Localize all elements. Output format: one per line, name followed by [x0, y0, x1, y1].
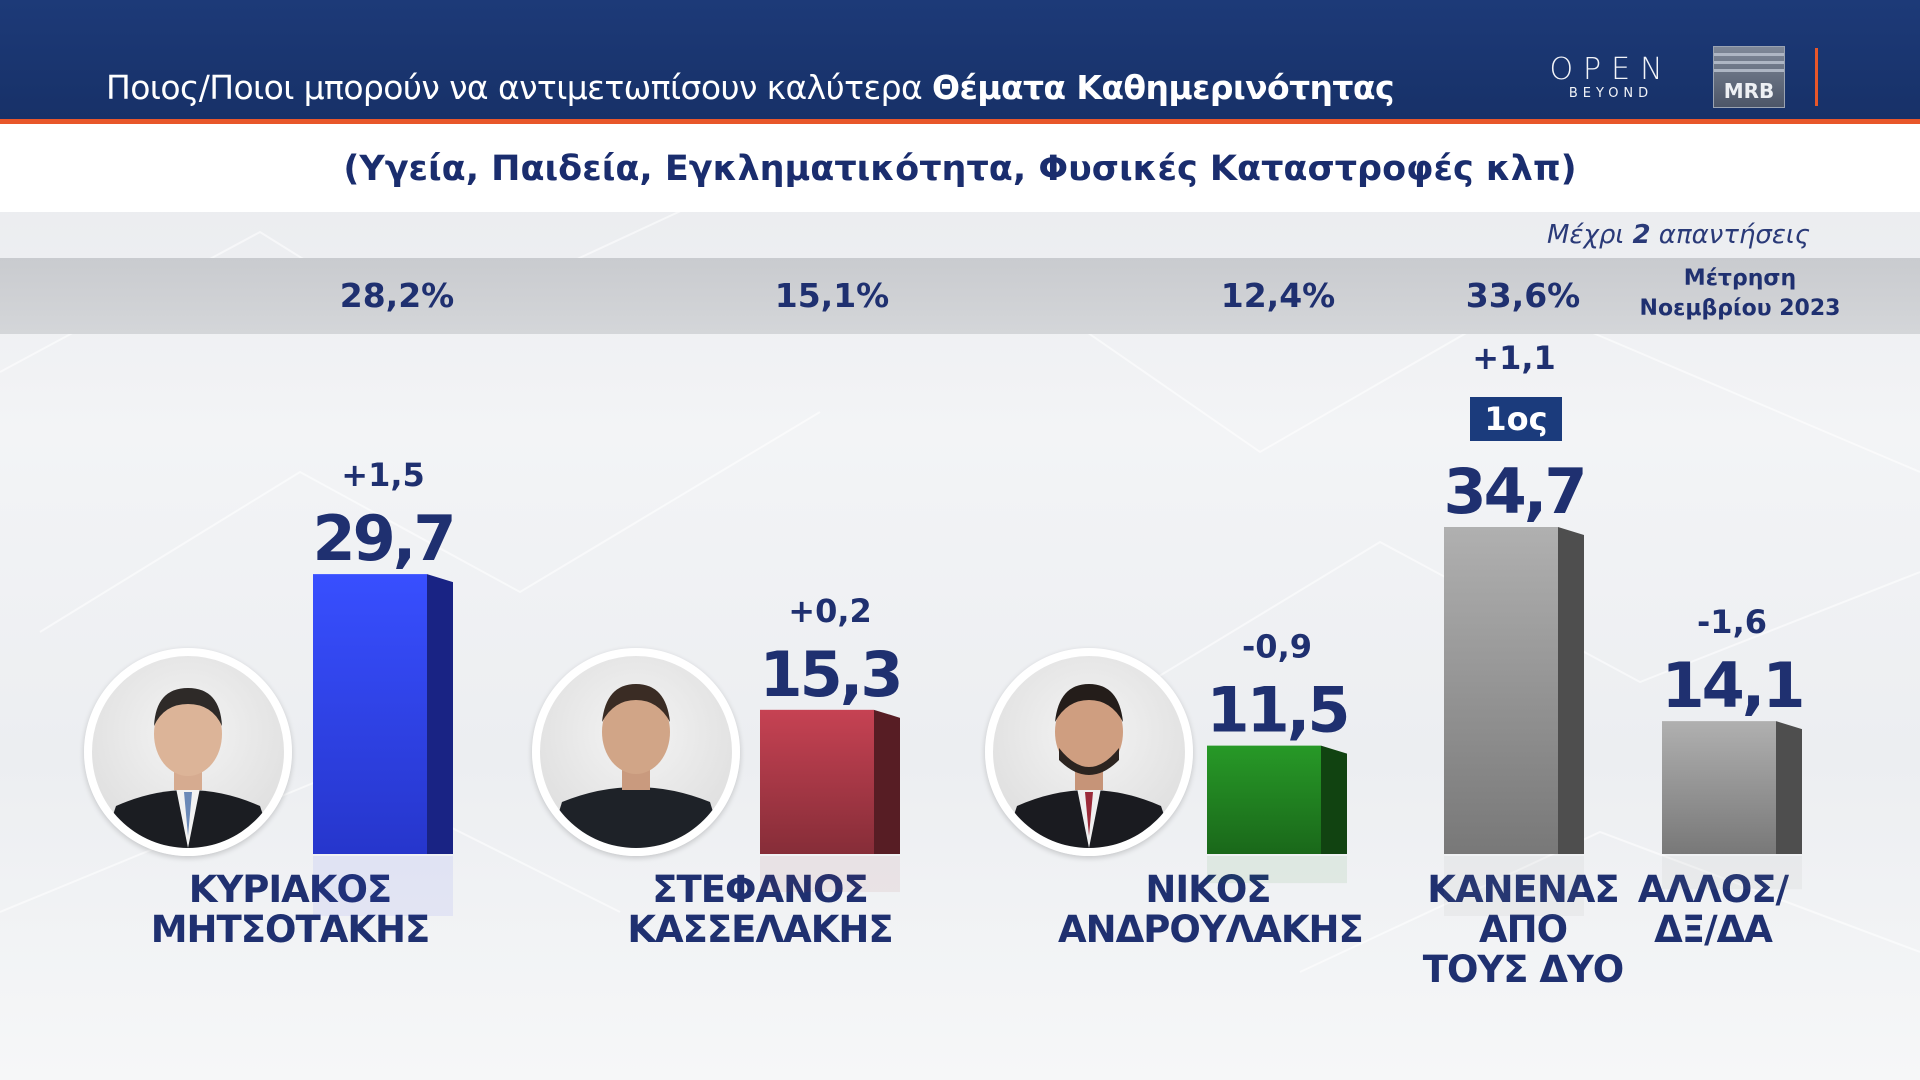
category-label: ΑΛΛΟΣ/ΔΞ/ΔΑ [1637, 868, 1789, 951]
header-bar [0, 0, 1920, 124]
first-place-badge: 1ος [1470, 397, 1562, 441]
candidate-photo-kasselakis [532, 648, 740, 856]
category-label: ΚΑΝΕΝΑΣ ΑΠΟ ΤΟΥΣ ΔΥΟ [1422, 868, 1625, 991]
bar [1207, 745, 1321, 854]
change-label: +1,1 [1472, 339, 1556, 377]
change-label: -1,6 [1697, 603, 1767, 641]
value-label: 14,1 [1662, 649, 1803, 722]
bar [1444, 527, 1558, 854]
logo-separator [1815, 48, 1818, 106]
mrb-logo: MRB [1713, 46, 1785, 108]
open-beyond-logo: OPEN BEYOND [1549, 52, 1673, 102]
value-label: 34,7 [1444, 455, 1585, 528]
answers-note: Μέχρι 2 απαντήσεις [1547, 220, 1810, 250]
bar [760, 709, 874, 854]
value-label: 29,7 [313, 502, 454, 575]
change-label: +0,2 [788, 592, 872, 630]
bar-side [1558, 527, 1584, 854]
bar-reflection [760, 856, 900, 893]
bar-group: 29,7 +1,5 [313, 456, 456, 916]
previous-value: 12,4% [1220, 276, 1336, 315]
chart-subtitle: (Υγεία, Παιδεία, Εγκληματικότητα, Φυσικέ… [343, 149, 1577, 189]
category-label: ΚΥΡΙΑΚΟΣ ΜΗΤΣΟΤΑΚΗΣ [150, 868, 431, 951]
bar-reflection [1207, 856, 1347, 884]
subtitle-band [0, 124, 1920, 212]
bar-group: 14,1 -1,6 [1662, 603, 1805, 890]
change-label: +1,5 [341, 456, 425, 494]
previous-value: 15,1% [774, 276, 890, 315]
bar-reflection [1444, 856, 1584, 916]
change-label: -0,9 [1242, 628, 1312, 666]
bar-side [1321, 745, 1347, 854]
page-title: Ποιος/Ποιοι μπορούν να αντιμετωπίσουν κα… [106, 68, 1395, 107]
bar-side [874, 709, 900, 854]
previous-value: 33,6% [1465, 276, 1581, 315]
candidate-photo-androulakis [985, 648, 1193, 856]
value-label: 15,3 [760, 638, 901, 711]
bar [1662, 721, 1776, 854]
bar-group: 34,7 +1,1 [1444, 339, 1587, 916]
previous-measurement-band [0, 258, 1920, 334]
bar-side [427, 574, 453, 854]
bar-group: 15,3 +0,2 [760, 592, 903, 893]
previous-value: 28,2% [339, 276, 455, 315]
bar [313, 574, 427, 854]
previous-measurement-label: Μέτρηση Νοεμβρίου 2023 [1639, 266, 1841, 321]
bar-reflection [313, 856, 453, 916]
bar-reflection [1662, 856, 1802, 890]
category-label: ΝΙΚΟΣ ΑΝΔΡΟΥΛΑΚΗΣ [1058, 868, 1364, 951]
bar-group: 11,5 -0,9 [1207, 628, 1350, 884]
value-label: 11,5 [1207, 674, 1348, 747]
category-label: ΣΤΕΦΑΝΟΣ ΚΑΣΣΕΛΑΚΗΣ [627, 868, 893, 951]
bar-side [1776, 721, 1802, 854]
candidate-photo-mitsotakis [84, 648, 292, 856]
